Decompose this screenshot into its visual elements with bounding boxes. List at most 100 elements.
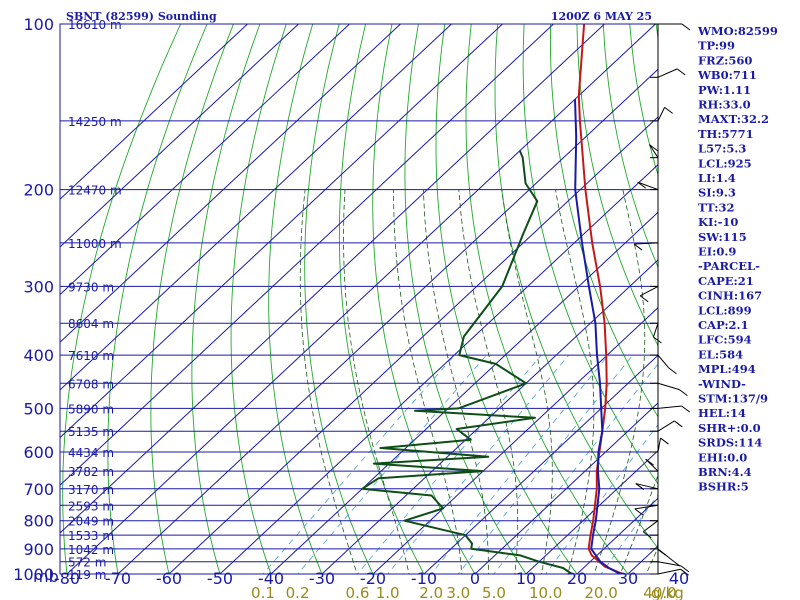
dry-adiabat (465, 24, 629, 574)
index-line: EHI:0.0 (698, 450, 747, 464)
wind-barb (657, 354, 669, 369)
index-line: LI:1.4 (698, 171, 736, 185)
mixing-ratio-unit-label: g/kg (651, 584, 684, 600)
isotherm-line (60, 24, 401, 343)
pressure-tick-label: 100 (23, 15, 54, 34)
dry-adiabat (150, 24, 234, 574)
isotherm-line (117, 68, 658, 574)
index-line: CAP:2.1 (698, 318, 749, 332)
height-label: 2593 m (68, 499, 114, 513)
index-line: PW:1.11 (698, 83, 751, 97)
wind-barb-flag (680, 568, 689, 576)
wind-barb (642, 520, 659, 533)
mixing-ratio-line (430, 354, 609, 574)
wind-barb-flag (653, 336, 662, 344)
wind-barb (657, 107, 666, 122)
wind-barb-flag (649, 144, 658, 152)
wind-barb (634, 504, 659, 510)
station-title: SBNT (82599) Sounding (66, 10, 217, 23)
isotherm-line (219, 163, 658, 574)
isotherm-line (270, 211, 658, 574)
height-label: 2049 m (68, 515, 114, 529)
index-line: STM:137/9 (698, 392, 768, 406)
height-label: 119 m (68, 568, 106, 582)
height-label: 1042 m (68, 543, 114, 557)
wind-barb (639, 285, 659, 297)
height-label: 7610 m (68, 349, 114, 363)
index-line: FRZ:560 (698, 53, 752, 67)
mixing-ratio-line (493, 363, 658, 574)
isotherm-line (474, 402, 658, 574)
wind-barb-flag (679, 389, 688, 397)
temperature-tick-label: -70 (105, 569, 131, 588)
wind-barb-flag (674, 420, 683, 428)
wind-barb (657, 382, 680, 391)
pressure-tick-label: 600 (23, 443, 54, 462)
mixing-ratio-tick-label: 5.0 (482, 584, 506, 600)
mixing-ratio-tick-label: 0.1 (251, 584, 275, 600)
wind-barb-flag (637, 181, 646, 189)
temperature-tick-label: -10 (411, 569, 437, 588)
index-line: BRN:4.4 (698, 465, 752, 479)
index-line: SI:9.3 (698, 186, 736, 200)
mixing-ratio-tick-label: 20.0 (584, 584, 617, 600)
isotherm-line (60, 24, 350, 296)
wind-barb (657, 68, 678, 78)
dry-adiabat (304, 24, 374, 574)
wind-barb (657, 561, 682, 567)
height-label: 3782 m (68, 465, 114, 479)
index-line: MAXT:32.2 (698, 112, 769, 126)
pressure-tick-label: 400 (23, 346, 54, 365)
dry-adiabat (268, 24, 323, 574)
temperature-tick-label: 0 (470, 569, 480, 588)
sounding-time: 1200Z 6 MAY 25 (551, 10, 652, 23)
isotherm-line (168, 116, 658, 574)
height-label: 5890 m (68, 402, 114, 416)
isotherm-line (372, 306, 658, 574)
isotherm-line (60, 24, 554, 486)
index-line: LFC:594 (698, 333, 752, 347)
height-label: 3170 m (68, 483, 114, 497)
dry-adiabat (522, 24, 658, 485)
wind-barb-flag (681, 405, 690, 413)
wind-barb-flag (681, 23, 691, 31)
temperature-tick-label: 40 (669, 569, 689, 588)
index-line: MPL:494 (698, 362, 756, 376)
height-label: 11000 m (68, 237, 122, 251)
temperature-tick-label: -30 (309, 569, 335, 588)
height-labels: 16610 m 14250 m 12470 m 11000 m 9730 m 8604 m… (68, 18, 122, 582)
index-line: L57:5.3 (698, 142, 746, 156)
wind-barb-flag (642, 531, 652, 539)
dry-adiabat (191, 24, 261, 574)
wind-barb (657, 405, 682, 409)
mixing-ratio-tick-label: 40.0 (643, 584, 676, 600)
index-line: LCL:899 (698, 303, 752, 317)
wind-barb-flag (634, 508, 644, 516)
wind-barb (635, 483, 659, 490)
index-line: HEL:14 (698, 406, 746, 420)
mixing-ratio-line (387, 354, 570, 574)
mixing-ratio-tick-label: 0.6 (346, 584, 370, 600)
height-label: 16610 m (68, 18, 122, 32)
moist-adiabat (393, 189, 463, 574)
mixing-ratio-line (356, 354, 542, 574)
wind-barb (657, 437, 662, 453)
temperature-tick-label: 20 (567, 569, 587, 588)
index-line: WMO:82599 (697, 24, 778, 38)
index-line: TH:5771 (698, 127, 754, 141)
mixing-ratio-tick-label: 10.0 (529, 584, 562, 600)
index-line: TT:32 (698, 200, 735, 214)
height-label: 4434 m (68, 446, 114, 460)
chart-profiles (361, 24, 624, 574)
wind-barb-flag (680, 565, 690, 573)
wind-barb-flag (676, 68, 686, 76)
wind-barb (657, 568, 681, 575)
temperature-tick-label: -60 (156, 569, 182, 588)
dry-adiabat (602, 24, 658, 269)
temperature-tick-label: -80 (54, 569, 80, 588)
dry-adiabat (435, 24, 578, 574)
isotherm-line (60, 24, 452, 391)
